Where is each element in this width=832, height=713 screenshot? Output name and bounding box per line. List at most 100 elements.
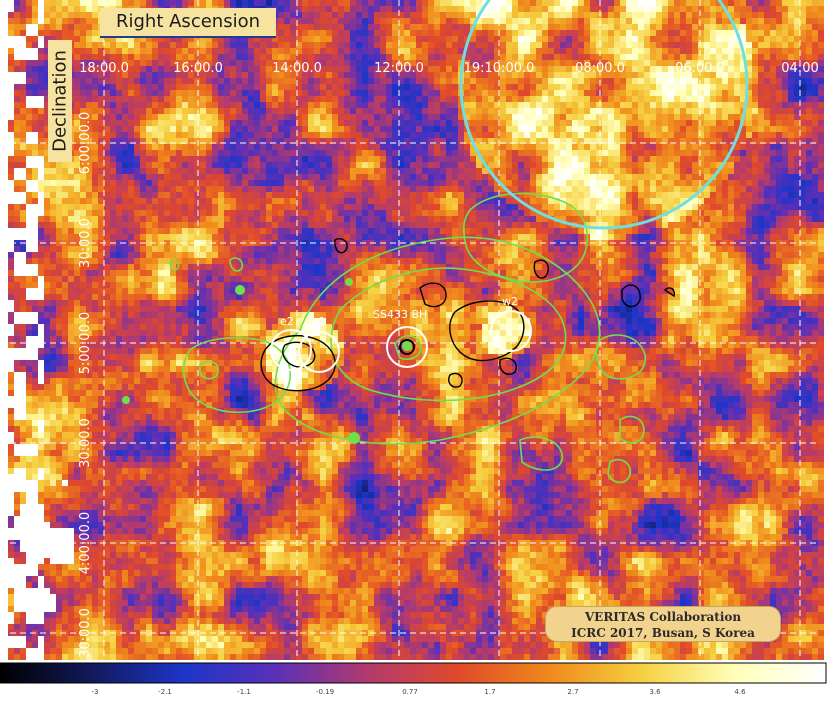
map-pixel: [602, 114, 608, 120]
map-pixel: [104, 144, 110, 150]
map-pixel: [116, 144, 122, 150]
map-pixel: [446, 42, 452, 48]
map-pixel: [452, 162, 458, 168]
map-pixel: [386, 210, 392, 216]
map-pixel: [56, 180, 62, 186]
map-pixel: [368, 180, 374, 186]
map-pixel: [206, 180, 212, 186]
map-pixel: [566, 186, 572, 192]
map-pixel: [650, 132, 656, 138]
map-pixel: [482, 210, 488, 216]
map-pixel: [314, 204, 320, 210]
map-pixel: [632, 120, 638, 126]
map-pixel: [578, 144, 584, 150]
map-pixel: [668, 6, 674, 12]
map-pixel: [674, 6, 680, 12]
map-pixel: [254, 132, 260, 138]
map-pixel: [680, 192, 686, 198]
map-pixel: [548, 126, 554, 132]
map-pixel: [740, 168, 746, 174]
map-pixel: [326, 192, 332, 198]
map-pixel: [806, 156, 812, 162]
map-pixel: [38, 90, 44, 96]
map-pixel: [56, 30, 62, 36]
map-pixel: [818, 18, 824, 24]
map-pixel: [338, 72, 344, 78]
map-pixel: [584, 132, 590, 138]
map-pixel: [686, 210, 692, 216]
map-pixel: [374, 96, 380, 102]
map-pixel: [110, 216, 116, 222]
map-pixel: [302, 18, 308, 24]
map-pixel: [722, 186, 728, 192]
map-pixel: [80, 198, 86, 204]
map-pixel: [674, 36, 680, 42]
map-pixel: [728, 42, 734, 48]
map-pixel: [368, 144, 374, 150]
map-pixel: [332, 66, 338, 72]
map-pixel: [776, 186, 782, 192]
map-pixel: [374, 18, 380, 24]
map-pixel: [644, 30, 650, 36]
map-pixel: [332, 162, 338, 168]
map-pixel: [482, 186, 488, 192]
map-pixel: [500, 36, 506, 42]
map-pixel: [110, 192, 116, 198]
map-pixel: [410, 180, 416, 186]
map-pixel: [266, 78, 272, 84]
map-pixel: [746, 168, 752, 174]
map-pixel: [326, 6, 332, 12]
map-pixel: [728, 36, 734, 42]
map-pixel: [686, 150, 692, 156]
map-pixel: [200, 204, 206, 210]
map-pixel: [128, 120, 134, 126]
map-pixel: [182, 90, 188, 96]
map-pixel: [704, 144, 710, 150]
map-pixel: [440, 120, 446, 126]
map-pixel: [782, 96, 788, 102]
map-pixel: [230, 180, 236, 186]
map-pixel: [170, 90, 176, 96]
map-pixel: [686, 30, 692, 36]
map-pixel: [698, 30, 704, 36]
map-pixel: [134, 54, 140, 60]
map-pixel: [140, 96, 146, 102]
map-pixel: [698, 216, 704, 222]
map-pixel: [704, 108, 710, 114]
map-pixel: [626, 198, 632, 204]
map-pixel: [62, 210, 68, 216]
map-pixel: [500, 132, 506, 138]
map-pixel: [14, 12, 20, 18]
map-pixel: [74, 42, 80, 48]
map-pixel: [248, 48, 254, 54]
map-pixel: [134, 192, 140, 198]
map-pixel: [782, 162, 788, 168]
map-pixel: [254, 192, 260, 198]
map-pixel: [536, 42, 542, 48]
map-pixel: [44, 6, 50, 12]
map-pixel: [116, 54, 122, 60]
map-pixel: [236, 186, 242, 192]
map-pixel: [566, 48, 572, 54]
map-pixel: [548, 30, 554, 36]
map-pixel: [416, 120, 422, 126]
map-pixel: [380, 144, 386, 150]
map-pixel: [764, 168, 770, 174]
map-pixel: [164, 0, 170, 6]
map-pixel: [428, 66, 434, 72]
map-pixel: [818, 120, 824, 126]
map-pixel: [68, 168, 74, 174]
map-pixel: [242, 210, 248, 216]
map-pixel: [440, 168, 446, 174]
map-pixel: [566, 6, 572, 12]
map-pixel: [566, 60, 572, 66]
map-pixel: [656, 78, 662, 84]
map-pixel: [86, 18, 92, 24]
map-pixel: [500, 174, 506, 180]
map-pixel: [722, 42, 728, 48]
map-pixel: [668, 198, 674, 204]
map-pixel: [578, 198, 584, 204]
map-pixel: [626, 42, 632, 48]
map-pixel: [140, 222, 146, 228]
map-pixel: [728, 78, 734, 84]
